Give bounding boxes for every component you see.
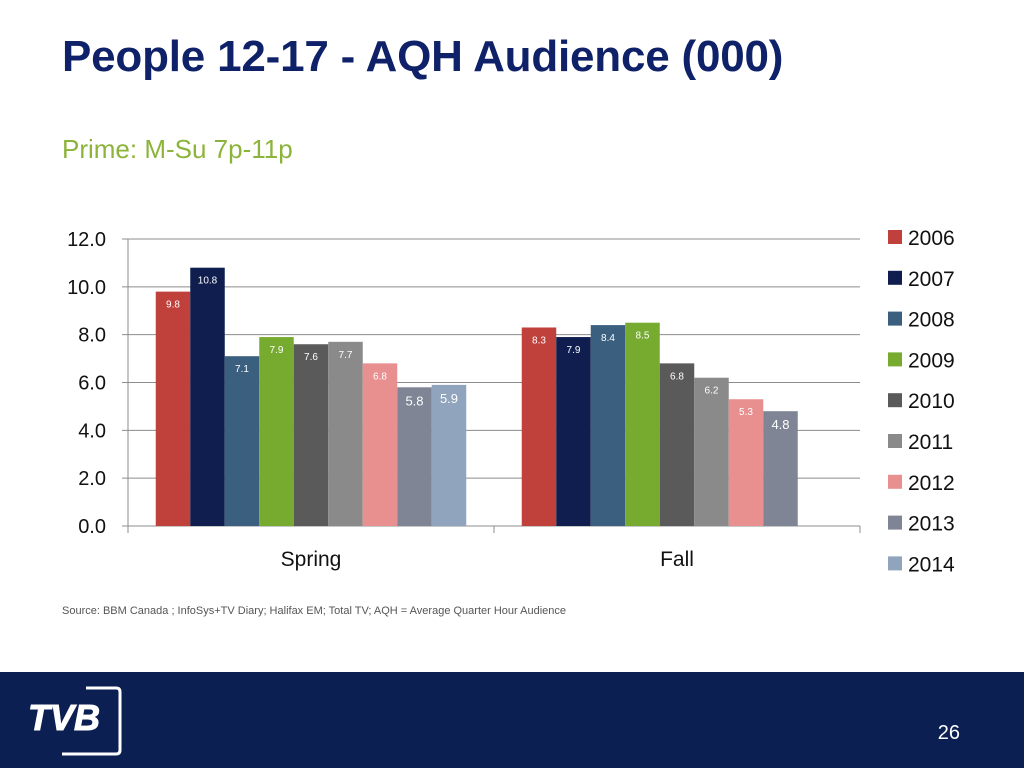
bar xyxy=(224,356,260,526)
data-label: 7.9 xyxy=(567,345,581,356)
y-tick-label: 10.0 xyxy=(67,277,106,299)
legend-label: 2012 xyxy=(908,472,955,495)
bar xyxy=(659,363,695,526)
legend-label: 2007 xyxy=(908,268,955,291)
bar xyxy=(590,325,626,526)
data-label: 8.3 xyxy=(532,335,546,346)
footer-bar: TVB 26 xyxy=(0,672,1024,768)
bar xyxy=(259,337,294,526)
page-number: 26 xyxy=(937,722,960,744)
source-note: Source: BBM Canada ; InfoSys+TV Diary; H… xyxy=(62,605,567,617)
legend-swatch xyxy=(888,311,902,326)
legend-swatch xyxy=(888,515,902,530)
y-tick-label: 8.0 xyxy=(78,325,106,347)
bar xyxy=(694,377,729,526)
bar xyxy=(190,267,225,526)
page-title: People 12-17 - AQH Audience (000) xyxy=(62,32,784,81)
legend-swatch xyxy=(888,474,902,489)
data-label: 7.9 xyxy=(270,345,284,356)
data-label: 5.9 xyxy=(440,391,458,406)
legend-label: 2010 xyxy=(908,390,955,413)
legend-swatch xyxy=(888,352,902,367)
bar xyxy=(362,363,398,526)
data-label: 9.8 xyxy=(166,300,180,311)
y-tick-label: 0.0 xyxy=(78,516,106,538)
y-tick-label: 2.0 xyxy=(78,468,106,490)
bar xyxy=(763,411,798,526)
legend-label: 2013 xyxy=(908,513,955,536)
legend-swatch xyxy=(888,393,902,408)
data-label: 7.7 xyxy=(339,350,353,361)
tvb-logo-icon: TVB xyxy=(28,686,122,756)
data-label: 6.2 xyxy=(705,386,719,397)
bar xyxy=(155,291,191,526)
bar xyxy=(521,327,557,526)
bar xyxy=(397,387,432,526)
data-label: 5.3 xyxy=(739,407,753,418)
legend-label: 2006 xyxy=(908,227,955,250)
bar xyxy=(431,384,467,526)
legend-label: 2011 xyxy=(908,431,953,454)
svg-text:TVB: TVB xyxy=(28,697,100,738)
legend-swatch xyxy=(888,270,902,285)
bar xyxy=(293,344,329,526)
bar xyxy=(328,341,363,526)
data-label: 5.8 xyxy=(405,393,423,408)
bar xyxy=(728,399,764,526)
legend-label: 2014 xyxy=(908,553,955,576)
bar-chart: 0.0 2.0 4.0 6.0 8.0 10.0 12.0 9.8 10.8 7.1 7.9 7.6 7… xyxy=(67,227,955,576)
data-label: 10.8 xyxy=(198,276,218,287)
y-tick-label: 12.0 xyxy=(67,229,106,251)
bar xyxy=(625,322,660,526)
legend-label: 2009 xyxy=(908,349,955,372)
bar xyxy=(556,337,591,526)
data-label: 6.8 xyxy=(670,371,684,382)
y-tick-label: 6.0 xyxy=(78,373,106,395)
data-label: 7.1 xyxy=(235,364,249,375)
data-label: 4.8 xyxy=(771,417,789,432)
legend-swatch xyxy=(888,434,902,448)
data-label: 6.8 xyxy=(373,371,387,382)
legend-label: 2008 xyxy=(908,309,955,332)
page-subtitle: Prime: M-Su 7p-11p xyxy=(62,134,293,164)
x-category-label: Spring xyxy=(281,548,342,571)
legend-swatch xyxy=(888,230,902,244)
data-label: 7.6 xyxy=(304,352,318,363)
data-label: 8.5 xyxy=(636,331,650,342)
y-tick-label: 4.0 xyxy=(78,420,106,442)
legend-swatch xyxy=(888,556,902,571)
data-label: 8.4 xyxy=(601,333,615,344)
x-category-label: Fall xyxy=(660,548,694,571)
